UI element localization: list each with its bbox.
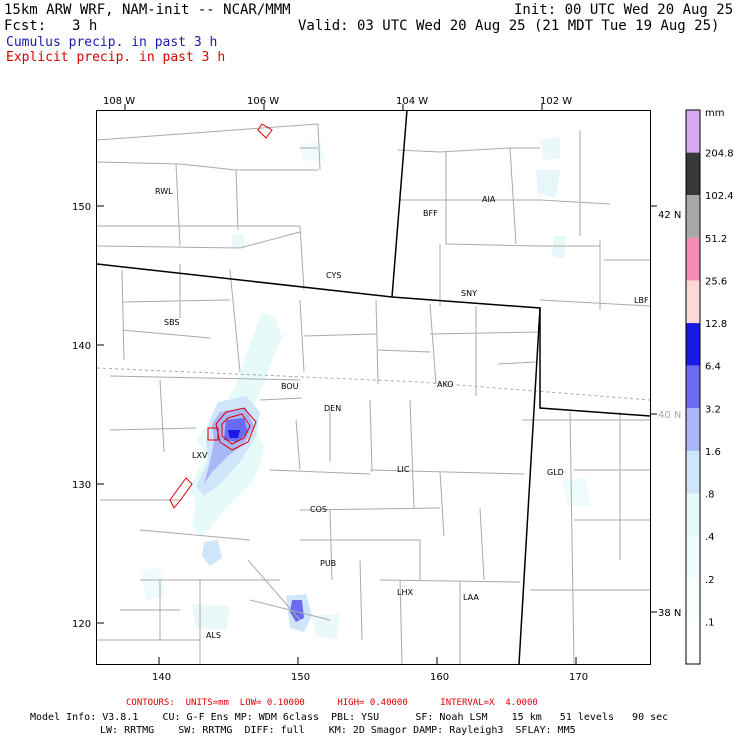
explicit-precip-contours <box>169 123 273 509</box>
colorbar-level-label: 204.8 <box>705 149 734 160</box>
init-time: Init: 00 UTC Wed 20 Aug 25 <box>514 2 734 18</box>
legend-cumulus: Cumulus precip. in past 3 h <box>6 35 218 50</box>
model-info-line1: Model Info: V3.8.1 CU: G-F Ens MP: WDM 6… <box>30 712 669 723</box>
colorbar-swatch <box>686 323 700 366</box>
colorbar-swatch <box>686 621 700 664</box>
lon-label-108w: 108 W <box>103 96 135 107</box>
city-label: DEN <box>324 404 341 413</box>
colorbar-level-label: 3.2 <box>705 404 721 415</box>
colorbar-level-label: .8 <box>705 490 715 501</box>
model-title: 15km ARW WRF, NAM-init -- NCAR/MMM <box>4 2 291 18</box>
colorbar-swatch <box>686 493 700 537</box>
model-info-line2: LW: RRTMG SW: RRTMG DIFF: full KM: 2D Sm… <box>100 725 576 736</box>
y-tick-130: 130 <box>72 480 91 491</box>
city-label: LIC <box>397 465 410 474</box>
city-label: LHX <box>397 588 413 597</box>
colorbar-swatch <box>686 237 700 281</box>
x-tick-140: 140 <box>152 672 171 683</box>
y-tick-140: 140 <box>72 341 91 352</box>
city-label: COS <box>310 505 327 514</box>
colorbar-level-label: 51.2 <box>705 234 727 245</box>
colorbar-level-label: 1.6 <box>705 447 721 458</box>
lat-label-40n: 40 N <box>658 410 681 421</box>
colorbar-frame <box>685 109 701 665</box>
city-label: LBF <box>634 296 649 305</box>
x-tick-150: 150 <box>291 672 310 683</box>
legend-explicit: Explicit precip. in past 3 h <box>6 50 226 65</box>
colorbar-swatch <box>686 536 700 579</box>
colorbar-level-label: 102.4 <box>705 191 734 202</box>
county-lines <box>96 123 651 665</box>
contours-info: CONTOURS: UNITS=mm LOW= 0.10000 HIGH= 0.… <box>126 698 538 708</box>
colorbar-swatch <box>686 110 700 153</box>
frame-ticks <box>97 104 657 664</box>
colorbar-swatch <box>686 152 700 196</box>
city-label: BFF <box>423 209 438 218</box>
city-label: PUB <box>320 559 336 568</box>
city-label: BOU <box>281 382 299 391</box>
y-tick-120: 120 <box>72 619 91 630</box>
colorbar-level-label: 12.8 <box>705 319 727 330</box>
colorbar-swatch <box>686 408 700 451</box>
lat-label-42n: 42 N <box>658 210 681 221</box>
lon-label-102w: 102 W <box>540 96 572 107</box>
city-label: RWL <box>155 187 173 196</box>
city-label: AKO <box>437 380 454 389</box>
colorbar-level-label: 6.4 <box>705 362 721 373</box>
colorbar-level-label: .2 <box>705 575 715 586</box>
city-label: GLD <box>547 468 564 477</box>
colorbar-swatch <box>686 280 700 324</box>
colorbar-level-label: .4 <box>705 532 715 543</box>
city-label: CYS <box>326 271 341 280</box>
colorbar: mm 204.8 102.4 51.2 25.6 12.8 6.4 3.2 1.6 .8 .4 .2.… <box>685 108 734 665</box>
forecast-value: 3 h <box>72 18 98 34</box>
colorbar-level-label: 25.6 <box>705 276 727 287</box>
lat-label-38n: 38 N <box>658 608 681 619</box>
colorbar-level-label: .1 <box>705 617 715 628</box>
lon-label-106w: 106 W <box>247 96 279 107</box>
colorbar-unit: mm <box>705 108 724 119</box>
city-label: LAA <box>463 593 479 602</box>
colorbar-swatch <box>686 578 700 622</box>
city-label: SBS <box>164 318 180 327</box>
city-label: AIA <box>482 195 496 204</box>
colorbar-swatch <box>686 450 700 494</box>
colorbar-swatch <box>686 195 700 238</box>
latitude-line <box>96 367 651 401</box>
y-tick-150: 150 <box>72 202 91 213</box>
cumulus-precip-shading <box>140 136 590 640</box>
state-borders <box>96 109 651 665</box>
forecast-label: Fcst: <box>4 18 47 34</box>
lon-label-104w: 104 W <box>396 96 428 107</box>
valid-time: Valid: 03 UTC Wed 20 Aug 25 (21 MDT Tue … <box>298 18 720 34</box>
city-label: ALS <box>206 631 221 640</box>
city-label: SNY <box>461 289 477 298</box>
x-tick-170: 170 <box>569 672 588 683</box>
x-tick-160: 160 <box>430 672 449 683</box>
colorbar-swatch <box>686 365 700 409</box>
plot-frame <box>96 110 651 665</box>
city-label: LXV <box>192 451 208 460</box>
